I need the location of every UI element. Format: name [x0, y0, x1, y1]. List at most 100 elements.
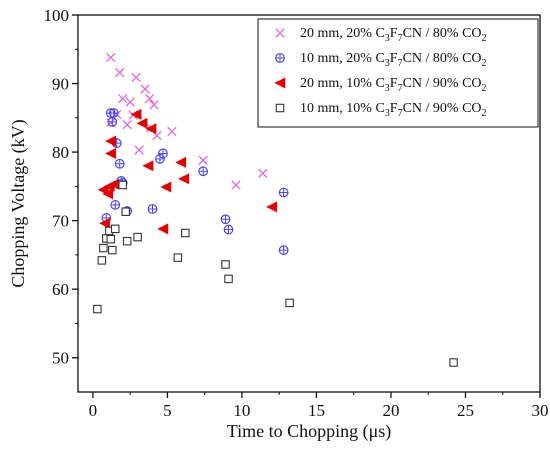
x-tick-label: 20 — [382, 401, 399, 420]
data-point — [123, 238, 130, 245]
legend-text-part: CN / 80% CO — [403, 26, 482, 41]
data-point — [107, 53, 115, 61]
data-point — [106, 148, 116, 158]
data-point — [182, 229, 189, 236]
data-point — [279, 188, 288, 197]
marker-shape — [107, 235, 114, 242]
legend-marker — [276, 104, 283, 111]
data-point — [109, 109, 118, 118]
legend-text-part: F — [390, 26, 398, 41]
legend-text-part: 20 mm, 20% C — [300, 26, 385, 41]
data-point — [158, 224, 168, 234]
data-point — [224, 225, 233, 234]
data-point — [161, 182, 171, 192]
marker-shape — [122, 208, 129, 215]
legend-text-part: F — [390, 76, 398, 91]
y-tick-label: 70 — [52, 212, 69, 231]
y-tick-label: 100 — [44, 6, 70, 25]
data-point — [145, 94, 153, 102]
data-point — [222, 261, 229, 268]
legend-text-part: CN / 90% CO — [403, 101, 482, 116]
marker-shape — [94, 305, 101, 312]
x-tick-label: 5 — [163, 401, 172, 420]
marker-shape — [106, 148, 116, 158]
data-point — [94, 305, 101, 312]
marker-shape — [161, 182, 171, 192]
x-axis-title: Time to Chopping (μs) — [227, 421, 392, 442]
data-point — [286, 299, 293, 306]
data-point — [221, 215, 230, 224]
marker-shape — [137, 118, 147, 128]
marker-shape — [106, 136, 116, 146]
legend-text-part: 2 — [482, 83, 487, 94]
data-point — [267, 202, 277, 212]
series-2 — [102, 109, 288, 255]
data-point — [168, 127, 176, 135]
marker-shape — [450, 359, 457, 366]
series-1 — [107, 53, 267, 189]
marker-shape — [109, 246, 116, 253]
data-point — [115, 159, 124, 168]
marker-shape — [286, 299, 293, 306]
data-point — [199, 167, 208, 176]
marker-shape — [112, 225, 119, 232]
x-tick-label: 15 — [308, 401, 325, 420]
data-point — [232, 181, 240, 189]
data-point — [279, 246, 288, 255]
legend-text-part: 20 mm, 10% C — [300, 76, 385, 91]
legend-text-part: CN / 90% CO — [403, 76, 482, 91]
data-point — [174, 254, 181, 261]
data-point — [107, 235, 114, 242]
data-point — [450, 359, 457, 366]
data-point — [119, 94, 127, 102]
y-tick-label: 50 — [52, 349, 69, 368]
x-tick-label: 30 — [532, 401, 549, 420]
marker-shape — [182, 229, 189, 236]
data-point — [150, 101, 158, 109]
legend-text-part: F — [390, 101, 398, 116]
data-point — [179, 174, 189, 184]
data-point — [259, 169, 267, 177]
data-point — [141, 85, 149, 93]
marker-shape — [134, 233, 141, 240]
data-point — [108, 118, 117, 127]
data-point — [199, 156, 207, 164]
data-point — [143, 161, 153, 171]
marker-shape — [225, 275, 232, 282]
data-point — [135, 146, 143, 154]
marker-shape — [267, 202, 277, 212]
marker-shape — [158, 224, 168, 234]
data-point — [123, 120, 131, 128]
marker-shape — [143, 161, 153, 171]
data-point — [100, 244, 107, 251]
legend-text-part: F — [390, 51, 398, 66]
marker-shape — [119, 181, 126, 188]
x-tick-label: 25 — [457, 401, 474, 420]
legend-text-part: 2 — [482, 108, 487, 119]
data-point — [137, 118, 147, 128]
marker-shape — [176, 157, 186, 167]
legend-marker — [276, 54, 285, 63]
data-point — [106, 136, 116, 146]
data-point — [109, 246, 116, 253]
data-point — [159, 149, 168, 158]
y-tick-label: 80 — [52, 143, 69, 162]
data-point — [119, 181, 126, 188]
data-point — [176, 157, 186, 167]
marker-shape — [276, 104, 283, 111]
data-point — [148, 205, 157, 214]
data-point — [132, 73, 140, 81]
data-point — [98, 257, 105, 264]
marker-shape — [174, 254, 181, 261]
marker-shape — [123, 238, 130, 245]
x-tick-label: 10 — [233, 401, 250, 420]
legend-text-part: 10 mm, 10% C — [300, 101, 385, 116]
data-point — [134, 233, 141, 240]
data-point — [111, 201, 120, 210]
marker-shape — [179, 174, 189, 184]
y-axis-title: Chopping Voltage (kV) — [8, 119, 29, 287]
marker-shape — [100, 244, 107, 251]
